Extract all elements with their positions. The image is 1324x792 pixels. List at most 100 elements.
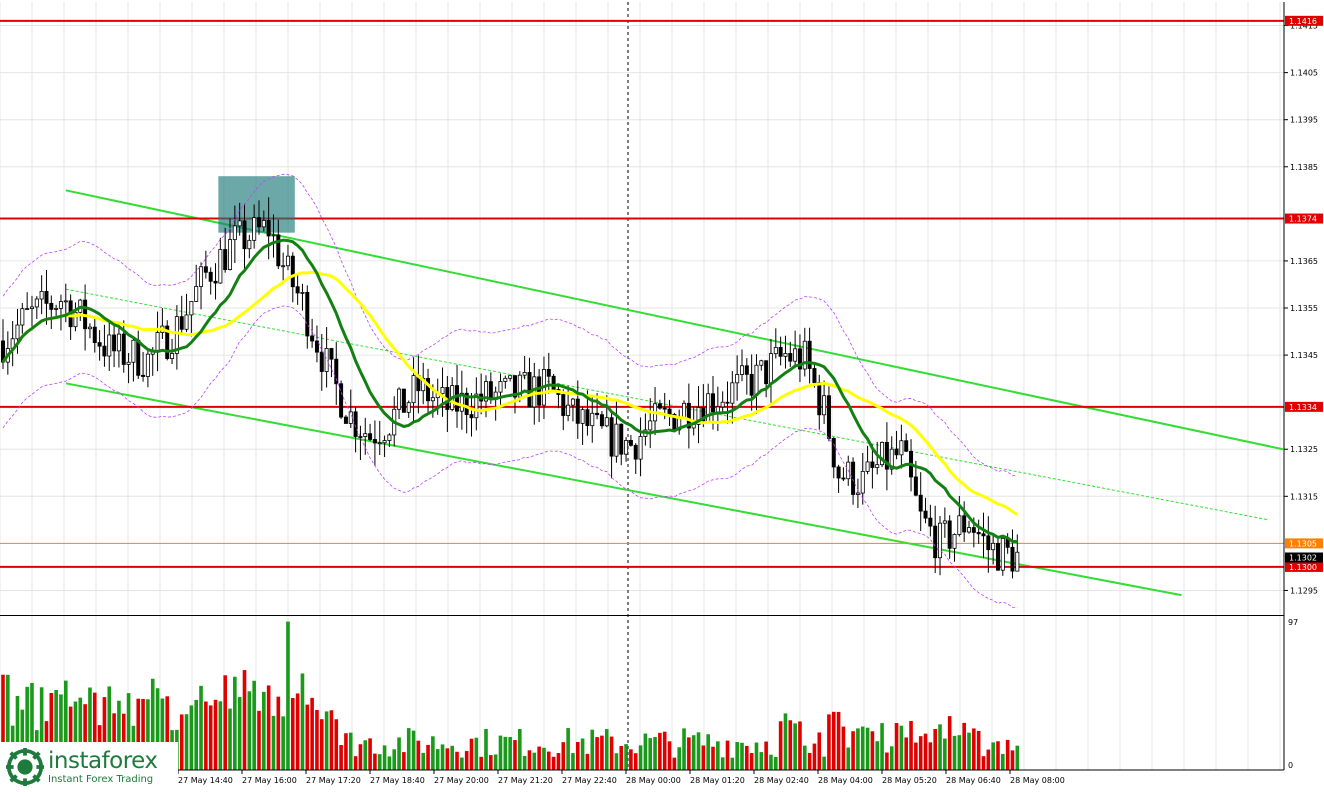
- candle-body: [512, 375, 517, 398]
- volume-bar: [435, 749, 440, 770]
- volume-bar: [894, 723, 899, 770]
- volume-bar: [59, 694, 63, 770]
- candle-body: [566, 404, 571, 416]
- volume-bar: [1005, 739, 1010, 770]
- candle-body: [136, 339, 141, 376]
- candle-body: [715, 406, 720, 413]
- volume-bar: [15, 696, 20, 770]
- level-tag: [1285, 401, 1323, 412]
- volume-bar: [846, 747, 851, 770]
- candle-body: [696, 407, 701, 425]
- candle-body: [773, 347, 778, 355]
- volume-bar: [730, 757, 735, 770]
- current-price-tag: [1285, 538, 1323, 549]
- volume-bar: [353, 756, 358, 770]
- candle-body: [252, 217, 257, 241]
- level-label: 1.1374: [1289, 215, 1317, 224]
- candle-body: [933, 525, 938, 559]
- candle-body: [116, 333, 121, 352]
- candle-body: [802, 340, 807, 370]
- time-tick-label: 27 May 14:40: [178, 776, 233, 785]
- price-tick-label: 1.1365: [1290, 257, 1318, 266]
- highlight-box: [218, 176, 295, 233]
- volume-bar: [252, 680, 256, 770]
- candle-body: [73, 311, 78, 328]
- volume-bar: [667, 741, 672, 770]
- volume-bar: [25, 686, 29, 770]
- ma-slow-line: [1, 270, 1019, 516]
- brand-tagline: Instant Forex Trading: [48, 773, 154, 785]
- candle-body: [628, 440, 633, 446]
- volume-bar: [286, 621, 290, 770]
- volume-bar: [682, 728, 686, 770]
- volume-bar: [271, 715, 276, 770]
- volume-bar: [638, 745, 643, 770]
- candle-body: [711, 393, 716, 413]
- candle-body: [247, 239, 252, 250]
- volume-bar: [262, 691, 266, 770]
- volume-bar: [783, 713, 788, 770]
- candle-body: [561, 394, 566, 416]
- candle-body: [242, 220, 247, 250]
- volume-bar: [247, 691, 252, 770]
- candle-body: [889, 448, 894, 470]
- candle-body: [387, 434, 392, 441]
- candle-body: [880, 441, 885, 466]
- candle-body: [855, 492, 860, 495]
- candle-body: [305, 291, 310, 337]
- candle-body: [797, 348, 802, 370]
- candle-body: [406, 402, 411, 413]
- volume-bar: [643, 733, 648, 770]
- volume-bar: [445, 748, 450, 770]
- volume-bar: [218, 701, 223, 770]
- candle-body: [638, 436, 643, 460]
- instaforex-logo-icon: [6, 748, 44, 786]
- candle-body: [223, 249, 228, 270]
- candle-body: [788, 353, 793, 362]
- candle-body: [426, 378, 431, 402]
- channel-lower-line: [65, 382, 1182, 597]
- volume-bar: [112, 713, 116, 770]
- candle-body: [15, 324, 20, 340]
- volume-bar: [213, 699, 218, 770]
- level-tag: [1285, 15, 1323, 26]
- candle-body: [875, 464, 880, 468]
- volume-bar: [228, 708, 232, 770]
- candle-body: [184, 314, 189, 330]
- candle-body: [585, 409, 590, 427]
- candle-body: [295, 286, 300, 294]
- candle-body: [54, 307, 59, 310]
- volume-bar: [513, 740, 517, 770]
- candle-body: [281, 265, 286, 268]
- volume-bar: [440, 744, 445, 770]
- candle-body: [498, 381, 503, 393]
- volume-bar: [373, 753, 377, 770]
- volume-bar: [121, 713, 126, 770]
- candle-body: [237, 220, 242, 227]
- candle-body: [822, 395, 827, 416]
- volume-bar: [300, 673, 305, 770]
- volume-bar: [537, 746, 541, 770]
- price-tick-label: 1.1405: [1290, 69, 1318, 78]
- candle-body: [648, 420, 653, 431]
- volume-bar: [242, 670, 247, 770]
- candle-body: [290, 255, 295, 288]
- time-tick-label: 28 May 06:40: [946, 776, 1001, 785]
- candle-body: [995, 542, 1000, 571]
- volume-bar: [566, 728, 570, 770]
- volume-bar: [778, 721, 783, 770]
- volume-bar: [696, 732, 701, 770]
- volume-bar: [146, 699, 150, 770]
- candle-body: [459, 392, 464, 412]
- candle-body: [967, 527, 972, 533]
- candle-body: [807, 340, 812, 369]
- volume-bar: [551, 756, 556, 770]
- volume-bar: [73, 701, 78, 770]
- volume-bar: [889, 746, 894, 770]
- candle-body: [870, 461, 875, 468]
- volume-bar: [899, 725, 904, 770]
- candle-body: [768, 353, 773, 385]
- candle-body: [739, 365, 744, 375]
- candle-body: [918, 494, 923, 512]
- volume-bar: [904, 737, 909, 770]
